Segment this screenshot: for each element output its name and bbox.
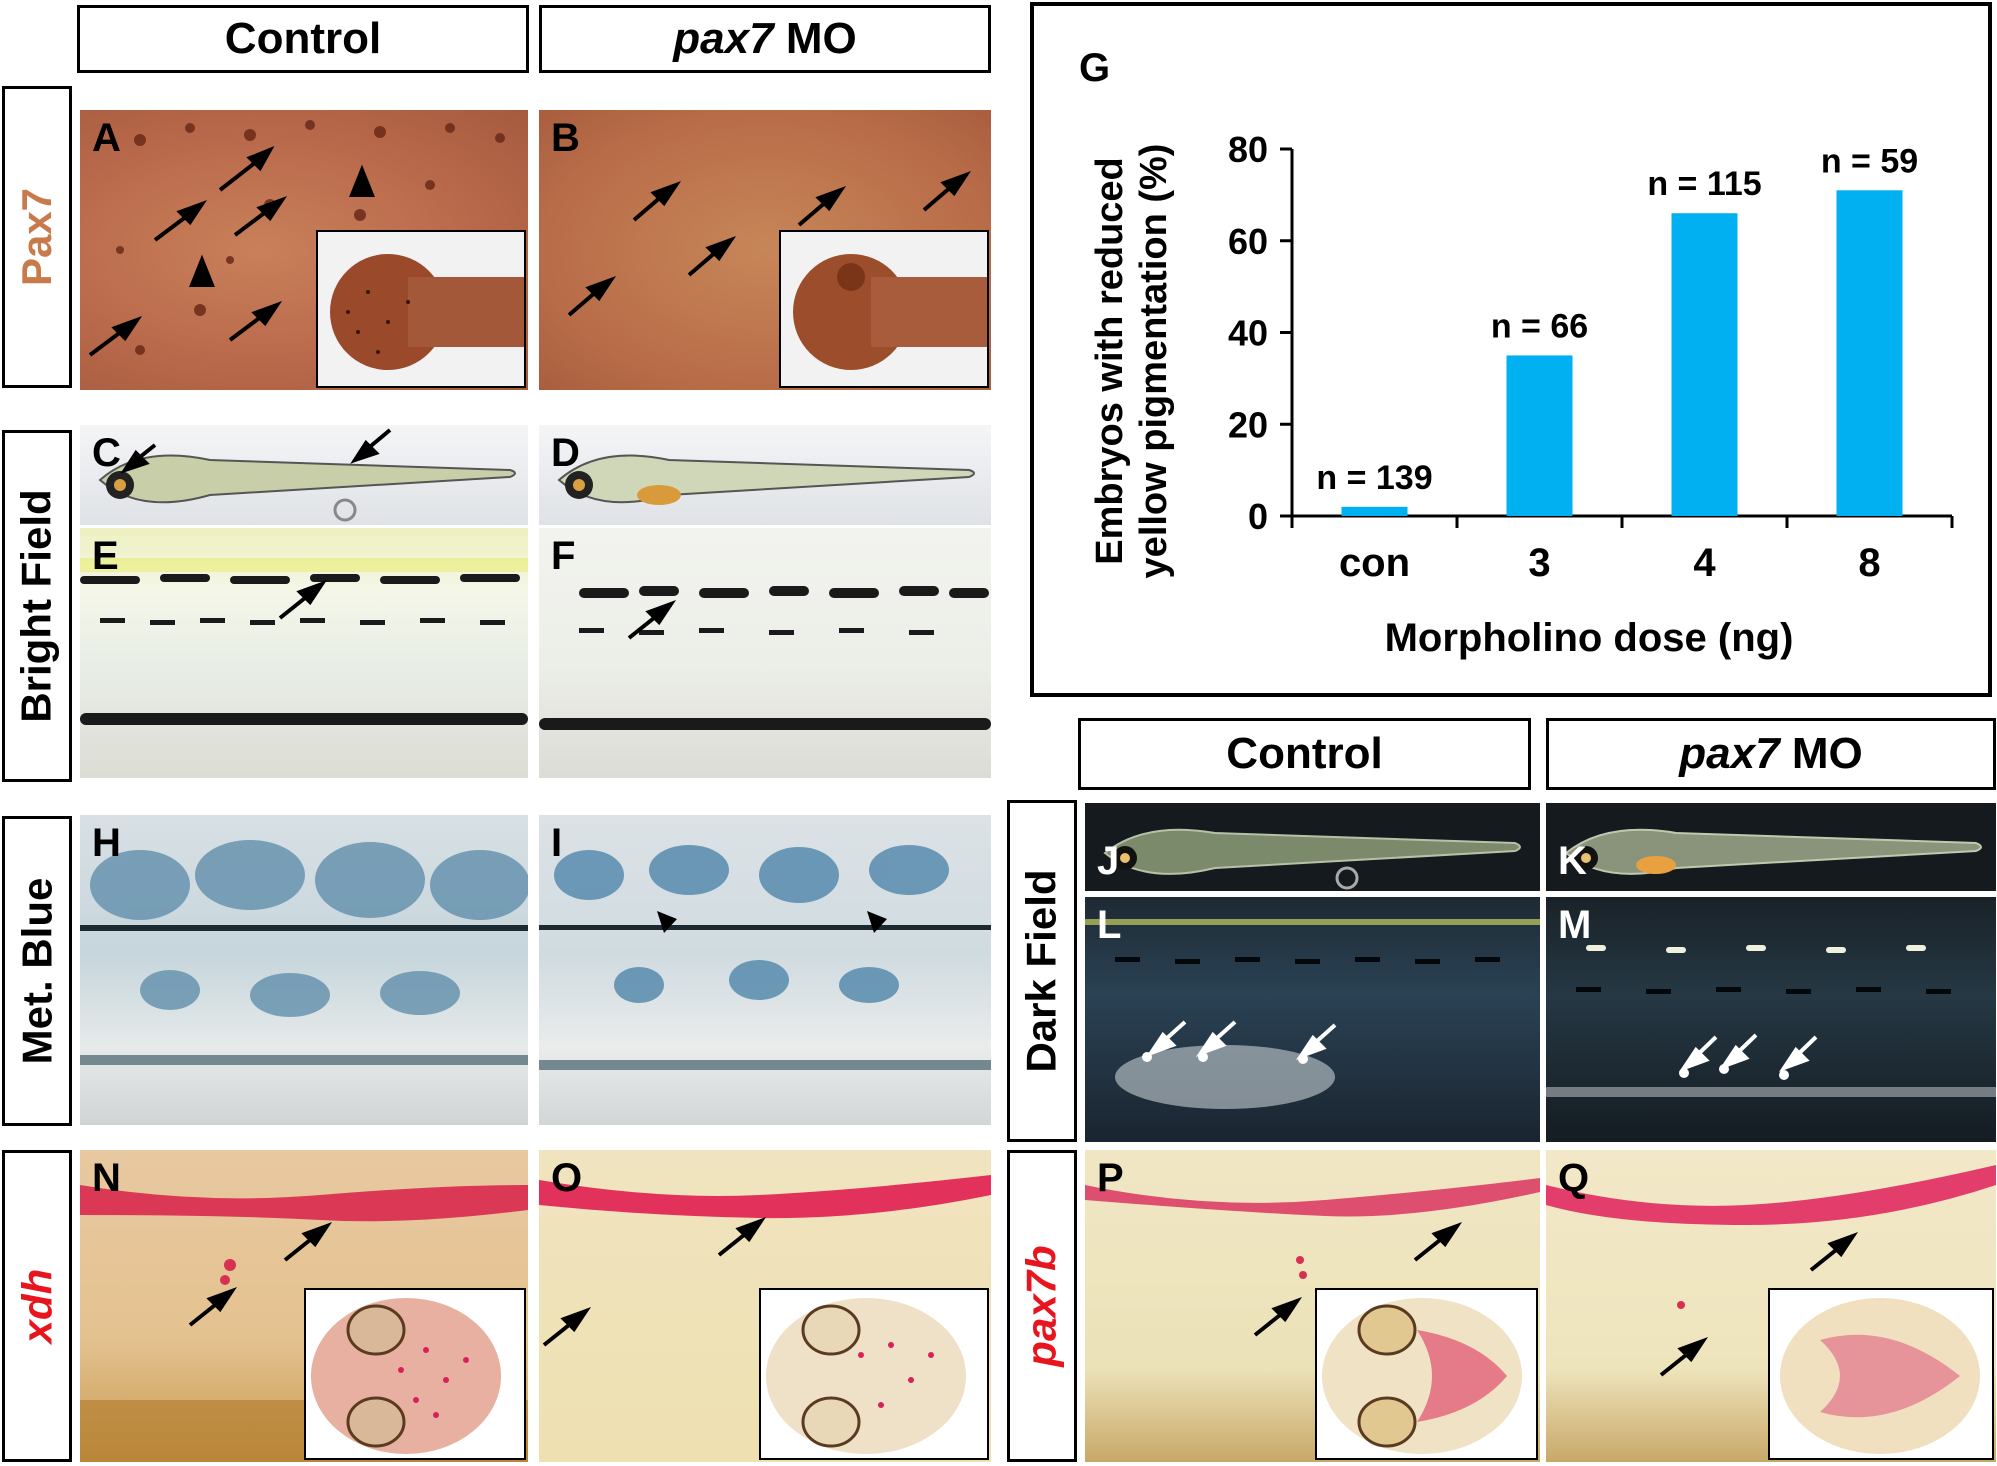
panel-f-trunk-mo: F (539, 528, 991, 778)
x-tick-label: 8 (1858, 541, 1880, 585)
header-mo-gene: pax7 (673, 14, 774, 63)
inset-q-head (1768, 1288, 1994, 1460)
row-label-bright-field: Bright Field (2, 430, 72, 782)
bar-annotation: n = 115 (1647, 165, 1761, 203)
x-tick-label: 4 (1693, 541, 1716, 585)
panel-label-b: B (551, 116, 580, 160)
larva-d (557, 454, 975, 505)
x-tick-label: 3 (1528, 541, 1550, 585)
panel-label-p: P (1097, 1156, 1124, 1200)
y-axis-title: Embryos with reduced yellow pigmentation… (1089, 144, 1175, 579)
panel-label-h: H (92, 821, 121, 865)
y-tick-label: 60 (1228, 221, 1268, 262)
pigment-spots (88, 120, 505, 357)
panel-label-i: I (551, 821, 563, 865)
panel-h-metblue-control: H (80, 815, 528, 1125)
y-tick-label: 40 (1228, 313, 1268, 354)
panel-p-pax7b-control: P (1085, 1150, 1540, 1462)
bar (1341, 506, 1408, 516)
pax7b-q-stain (1546, 1165, 1996, 1377)
panel-k-darkfield-mo: K (1546, 803, 1996, 891)
panel-o-xdh-mo: O (539, 1150, 991, 1462)
panel-m-darkfield-trunk-mo: M (1546, 897, 1996, 1142)
inset-n-head (304, 1288, 526, 1460)
chart-g: G Embryos with reduced yellow pigmentati… (1079, 46, 1954, 660)
y-tick-label: 0 (1248, 496, 1268, 537)
trunk-e (80, 558, 528, 725)
pax7b-p-stain (1085, 1178, 1540, 1337)
panel-a-pax7-control: A (80, 110, 528, 390)
row-label-pax7: Pax7 (2, 86, 72, 388)
y-axis-title-line1: Embryos with reduced (1089, 157, 1131, 565)
panel-e-trunk-control: E (80, 528, 528, 778)
panel-label-a: A (92, 116, 121, 160)
larva-j (1103, 828, 1521, 890)
inset-a-head (316, 230, 526, 388)
panel-label-j: J (1097, 839, 1120, 883)
y-axis-title-line2: yellow pigmentation (%) (1133, 144, 1175, 579)
bar (1671, 213, 1738, 516)
melanophores-h (80, 840, 528, 1065)
larva-c (98, 428, 516, 522)
panel-q-pax7b-mo: Q (1546, 1150, 1996, 1462)
melanophores-i (539, 845, 991, 1070)
header-control-right: Control (1078, 718, 1531, 790)
chart-g-box: G Embryos with reduced yellow pigmentati… (1030, 2, 1992, 697)
xdh-o-stain (539, 1175, 991, 1347)
bar (1836, 190, 1903, 516)
panel-label-d: D (551, 431, 580, 475)
row-label-met-blue: Met. Blue (2, 816, 72, 1126)
panel-label-l: L (1097, 903, 1122, 947)
inset-o-head (759, 1288, 989, 1460)
panel-label-o: O (551, 1156, 583, 1200)
x-tick-label: con (1339, 541, 1410, 585)
bar-annotation: n = 139 (1316, 459, 1432, 497)
trunk-l (1085, 919, 1540, 1109)
inset-b-head (779, 230, 989, 388)
y-tick-label: 20 (1228, 404, 1268, 445)
panel-l-darkfield-trunk-control: L (1085, 897, 1540, 1142)
bar-annotation: n = 59 (1821, 142, 1918, 180)
header-mo-suffix: MO (773, 14, 857, 63)
panel-label-m: M (1558, 903, 1592, 947)
panel-label-c: C (92, 431, 121, 475)
panel-c-brightfield-control: C (80, 425, 528, 525)
panel-b-pax7-mo: B (539, 110, 991, 390)
pigment-arrows (567, 171, 972, 317)
bar-annotation: n = 66 (1491, 307, 1588, 345)
row-label-xdh: xdh (2, 1150, 72, 1462)
panel-i-metblue-mo: I (539, 815, 991, 1125)
header-control-left: Control (77, 5, 529, 73)
row-label-pax7b: pax7b (1007, 1150, 1077, 1462)
panel-d-brightfield-mo: D (539, 425, 991, 525)
trunk-m (1546, 945, 1996, 1097)
header-pax7-mo-right: pax7 MO (1546, 718, 1996, 790)
row-label-dark-field: Dark Field (1007, 800, 1077, 1142)
header-control-text: Control (224, 14, 382, 63)
y-tick-label: 80 (1228, 129, 1268, 170)
panel-label-e: E (92, 534, 119, 578)
trunk-f (539, 586, 991, 730)
panel-label-n: N (92, 1156, 121, 1200)
panel-label-f: F (551, 534, 576, 578)
inset-p-head (1315, 1288, 1538, 1460)
panel-j-darkfield-control: J (1085, 803, 1540, 891)
header-pax7-mo-left: pax7 MO (539, 5, 991, 73)
panel-label-q: Q (1558, 1156, 1590, 1200)
panel-n-xdh-control: N (80, 1150, 528, 1462)
bar (1506, 355, 1573, 516)
x-axis-title: Morpholino dose (ng) (1385, 616, 1794, 660)
panel-label-g: G (1079, 46, 1110, 90)
larva-k (1564, 828, 1982, 875)
panel-label-k: K (1558, 839, 1587, 883)
